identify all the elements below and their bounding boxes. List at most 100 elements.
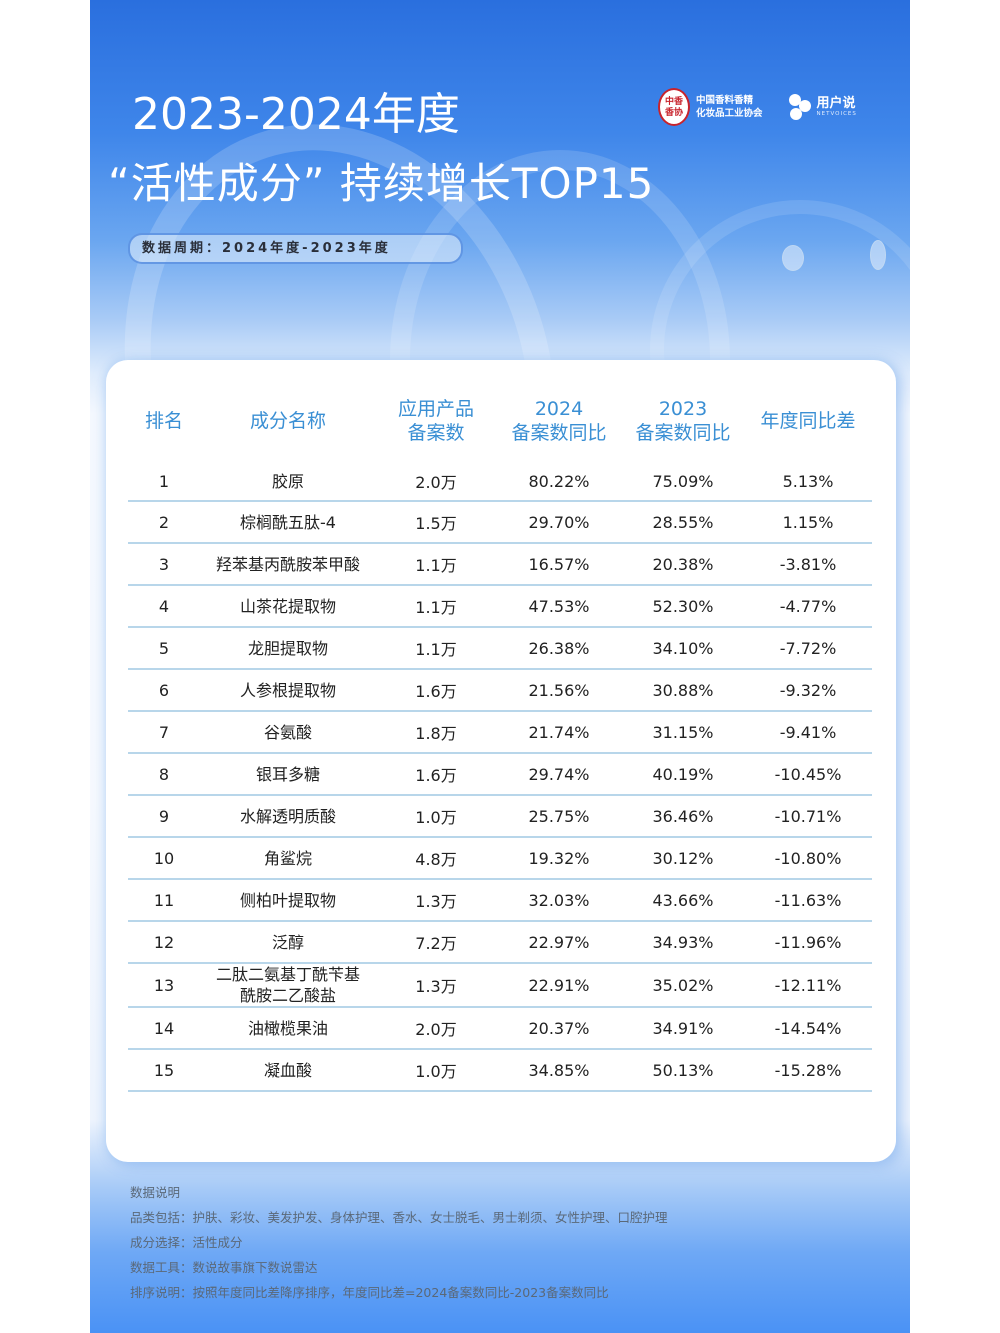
cell-rank: 2	[128, 501, 200, 544]
cell-name: 胶原	[200, 462, 376, 502]
cell-count: 1.6万	[376, 753, 496, 796]
title-line-1: 2023-2024年度	[132, 89, 460, 140]
cell-diff: -10.80%	[744, 837, 872, 880]
cell-diff: -15.28%	[744, 1049, 872, 1092]
cell-yoy-2023: 40.19%	[622, 753, 744, 796]
cell-yoy-2023: 30.12%	[622, 837, 744, 880]
cell-yoy-2024: 16.57%	[496, 543, 622, 586]
notes-heading: 数据说明	[130, 1185, 181, 1200]
cell-rank: 4	[128, 585, 200, 628]
cell-name: 油橄榄果油	[200, 1007, 376, 1050]
cell-diff: -9.41%	[744, 711, 872, 754]
netvoices-name: 用户说	[816, 96, 856, 111]
table-row: 11 侧柏叶提取物 1.3万 32.03% 43.66% -11.63%	[128, 879, 872, 922]
table-row: 1 胶原 2.0万 80.22% 75.09% 5.13%	[128, 462, 872, 502]
table-row: 12 泛醇 7.2万 22.97% 34.93% -11.96%	[128, 921, 872, 964]
cell-yoy-2024: 21.56%	[496, 669, 622, 712]
cell-name: 银耳多糖	[200, 753, 376, 796]
cell-name: 山茶花提取物	[200, 585, 376, 628]
notes-data-tool: 数据工具：数说故事旗下数说雷达	[130, 1260, 318, 1275]
cell-rank: 14	[128, 1007, 200, 1050]
cell-rank: 13	[128, 963, 200, 1008]
cell-count: 2.0万	[376, 462, 496, 502]
cell-rank: 6	[128, 669, 200, 712]
cell-rank: 5	[128, 627, 200, 670]
notes-ingredient-selection: 成分选择：活性成分	[130, 1235, 243, 1250]
cell-diff: -14.54%	[744, 1007, 872, 1050]
cell-diff: -10.71%	[744, 795, 872, 838]
poster: 2023-2024年度 “活性成分” 持续增长TOP15 数据周期：2024年度…	[90, 0, 910, 1333]
cell-name: 龙胆提取物	[200, 627, 376, 670]
table-row: 7 谷氨酸 1.8万 21.74% 31.15% -9.41%	[128, 711, 872, 754]
cell-name: 人参根提取物	[200, 669, 376, 712]
cell-yoy-2024: 19.32%	[496, 837, 622, 880]
cell-yoy-2024: 21.74%	[496, 711, 622, 754]
col-header-name: 成分名称	[249, 410, 326, 432]
cell-count: 4.8万	[376, 837, 496, 880]
cell-yoy-2024: 26.38%	[496, 627, 622, 670]
cell-yoy-2023: 30.88%	[622, 669, 744, 712]
cell-yoy-2023: 35.02%	[622, 963, 744, 1008]
cell-name: 棕榈酰五肽-4	[200, 501, 376, 544]
table-row: 9 水解透明质酸 1.0万 25.75% 36.46% -10.71%	[128, 795, 872, 838]
data-notes: 数据说明 品类包括：护肤、彩妆、美发护发、身体护理、香水、女士脱毛、男士剃须、女…	[130, 1180, 668, 1305]
cell-name: 羟苯基丙酰胺苯甲酸	[200, 543, 376, 586]
cell-diff: -7.72%	[744, 627, 872, 670]
cell-yoy-2024: 80.22%	[496, 462, 622, 502]
cell-name: 凝血酸	[200, 1049, 376, 1092]
cell-yoy-2023: 31.15%	[622, 711, 744, 754]
cell-rank: 9	[128, 795, 200, 838]
cell-diff: -11.63%	[744, 879, 872, 922]
cell-yoy-2024: 32.03%	[496, 879, 622, 922]
table-row: 2 棕榈酰五肽-4 1.5万 29.70% 28.55% 1.15%	[128, 501, 872, 544]
cell-rank: 15	[128, 1049, 200, 1092]
cell-yoy-2024: 25.75%	[496, 795, 622, 838]
cell-rank: 12	[128, 921, 200, 964]
cell-diff: 1.15%	[744, 501, 872, 544]
cell-rank: 1	[128, 462, 200, 502]
seal-icon: 中香 香协	[658, 88, 690, 126]
cell-count: 2.0万	[376, 1007, 496, 1050]
cell-name: 泛醇	[200, 921, 376, 964]
period-badge: 数据周期：2024年度-2023年度	[128, 233, 463, 264]
cell-rank: 8	[128, 753, 200, 796]
cell-yoy-2023: 34.93%	[622, 921, 744, 964]
netvoices-mark-icon	[787, 92, 813, 122]
cell-yoy-2024: 47.53%	[496, 585, 622, 628]
cell-count: 1.0万	[376, 795, 496, 838]
cell-name: 谷氨酸	[200, 711, 376, 754]
title-line-2: “活性成分” 持续增长TOP15	[108, 159, 655, 208]
cell-name: 水解透明质酸	[200, 795, 376, 838]
table-card: 排名 成分名称 应用产品 备案数 2024 备案数同比 2023 备案数同比 年度同比…	[106, 360, 896, 1162]
cell-name: 角鲨烷	[200, 837, 376, 880]
col-header-yoy-2023: 2023 备案数同比	[635, 398, 731, 444]
cell-diff: -12.11%	[744, 963, 872, 1008]
cell-yoy-2024: 29.74%	[496, 753, 622, 796]
table-row: 15 凝血酸 1.0万 34.85% 50.13% -15.28%	[128, 1049, 872, 1092]
cell-yoy-2023: 75.09%	[622, 462, 744, 502]
table-row: 6 人参根提取物 1.6万 21.56% 30.88% -9.32%	[128, 669, 872, 712]
table-row: 13 二肽二氨基丁酰苄基 酰胺二乙酸盐 1.3万 22.91% 35.02% -12.11%	[128, 963, 872, 1008]
droplet-decoration	[782, 245, 804, 271]
col-header-rank: 排名	[144, 410, 183, 432]
cell-yoy-2024: 20.37%	[496, 1007, 622, 1050]
cell-yoy-2023: 34.10%	[622, 627, 744, 670]
cell-name: 侧柏叶提取物	[200, 879, 376, 922]
cell-count: 1.6万	[376, 669, 496, 712]
table-header-row: 排名 成分名称 应用产品 备案数 2024 备案数同比 2023 备案数同比 年度同比…	[128, 380, 872, 462]
col-header-count: 应用产品 备案数	[397, 398, 474, 444]
cell-count: 1.1万	[376, 627, 496, 670]
cell-yoy-2023: 36.46%	[622, 795, 744, 838]
cell-yoy-2023: 28.55%	[622, 501, 744, 544]
cell-yoy-2024: 34.85%	[496, 1049, 622, 1092]
droplet-decoration	[870, 240, 886, 270]
ranking-table: 排名 成分名称 应用产品 备案数 2024 备案数同比 2023 备案数同比 年度同比…	[128, 380, 872, 1092]
cell-count: 1.3万	[376, 963, 496, 1008]
cell-rank: 3	[128, 543, 200, 586]
netvoices-logo: 用户说 NETVOICES	[787, 92, 857, 122]
cell-yoy-2023: 34.91%	[622, 1007, 744, 1050]
cell-count: 1.8万	[376, 711, 496, 754]
netvoices-sub: NETVOICES	[816, 111, 857, 117]
cell-count: 7.2万	[376, 921, 496, 964]
table-row: 8 银耳多糖 1.6万 29.74% 40.19% -10.45%	[128, 753, 872, 796]
